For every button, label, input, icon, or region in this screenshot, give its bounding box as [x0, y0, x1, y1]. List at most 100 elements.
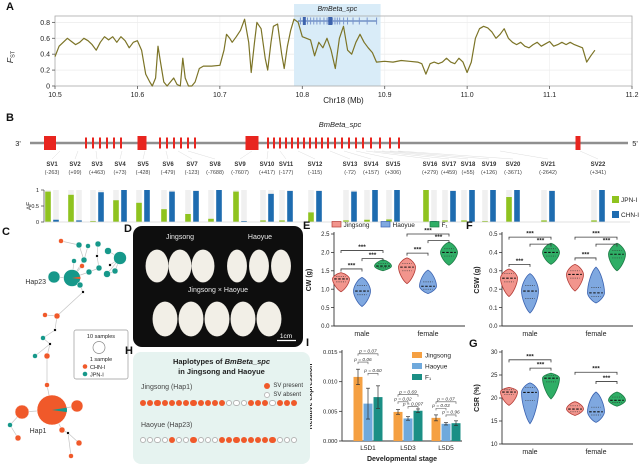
af-bar-jpn-SV7: [185, 214, 191, 222]
sv-present-dot: [262, 399, 269, 406]
af-bar-jpn-SV8: [208, 218, 214, 222]
sv-present-dot: [283, 399, 290, 406]
svg-text:0.0: 0.0: [489, 324, 498, 330]
sv-absent-dot: [161, 436, 168, 443]
sv-absent-label: SV absent: [273, 391, 301, 398]
sv-size: (-123): [185, 170, 200, 176]
sv-absent-dot: [147, 436, 154, 443]
p-value-label: p = 0.007: [402, 401, 423, 407]
network-node-34: [75, 439, 83, 447]
bar-Jingsong-L5D3: [393, 411, 403, 441]
bar-Haoyue-L5D5: [441, 423, 451, 441]
af-bar-chn-SV22: [599, 190, 605, 222]
af-bar-jpn-SV13: [343, 220, 349, 222]
af-bar-chn-SV3: [98, 192, 104, 222]
significance-stars: ***: [526, 353, 534, 360]
svg-text:30: 30: [491, 350, 498, 356]
panel-label-h: H: [125, 345, 133, 357]
panel-h-title-line1: Haplotypes of BmBeta_spc: [133, 357, 310, 366]
bar-F₁-L5D5: [451, 423, 461, 441]
sv-size: (+306): [385, 170, 401, 176]
network-node-9: [79, 263, 85, 269]
af-bar-jpn-SV1: [45, 191, 51, 222]
chn-dot-icon: [82, 364, 88, 369]
violin-male-0: [500, 268, 518, 298]
sv-present-dot: [183, 399, 190, 406]
y-axis-label: CSW (g): [474, 266, 481, 293]
sv-present-dot: [247, 436, 254, 443]
cocoon: [152, 301, 178, 337]
network-node-35: [68, 453, 74, 459]
af-bar-jpn-SV14: [364, 219, 370, 222]
violin-female-2: [608, 391, 626, 407]
sv-size: (+157): [363, 170, 379, 176]
network-node-26: [44, 382, 50, 388]
violin-male-1: [353, 276, 371, 307]
sv-size: (+463): [89, 170, 105, 176]
af-bar-jpn-SV5: [136, 202, 142, 222]
significance-stars: ***: [358, 244, 366, 251]
significance-stars: ***: [582, 251, 590, 258]
violin-male-0: [500, 387, 518, 406]
network-node-15: [111, 267, 119, 275]
sv-absent-dot: [204, 436, 211, 443]
network-node-17: [76, 281, 84, 289]
af-bar-chn-SV4: [121, 190, 127, 222]
sv-absent-dot: [290, 436, 298, 443]
svg-text:2.0: 2.0: [321, 251, 330, 257]
p-value-label: p = 0.03: [431, 403, 450, 409]
hap1-row-label: Jingsong (Hap1): [141, 384, 193, 391]
svg-text:0.1: 0.1: [489, 306, 498, 312]
violin-female-2: [608, 242, 626, 272]
af-bar-jpn-SV12: [308, 212, 314, 222]
significance-stars: ***: [516, 258, 524, 265]
af-bar-jpn-SV4: [113, 200, 119, 222]
svg-text:0.0: 0.0: [321, 324, 330, 330]
significance-stars: ***: [592, 366, 600, 373]
significance-stars: ***: [592, 231, 600, 238]
af-bar-chn-SV18: [469, 190, 475, 222]
af-bar-jpn-SV22: [591, 220, 597, 222]
sv-present-dot: [211, 399, 219, 406]
af-bar-chn-SV9: [241, 221, 247, 222]
cocoon: [270, 249, 292, 283]
sv-present-dot: [240, 436, 247, 443]
sv-present-dot: [247, 399, 254, 406]
bar-Jingsong-L5D1: [353, 376, 363, 441]
af-bar-jpn-SV15: [386, 219, 392, 222]
sv-absent-dot: [175, 436, 183, 443]
gene-label-b: BmBeta_spc: [319, 120, 362, 129]
af-bar-chn-SV8: [216, 190, 222, 222]
significance-stars: ***: [603, 238, 611, 245]
sv-absent-dot: [183, 436, 190, 443]
svg-text:10.9: 10.9: [378, 92, 392, 99]
violin-female-1: [587, 266, 605, 304]
sv-size: (+99): [69, 170, 82, 176]
sv-absent-dot: [154, 436, 161, 443]
panel-h-haplotype-box: Haplotypes of BmBeta_spc in Jingsong and…: [133, 352, 310, 464]
bar-Haoyue-L5D3: [403, 418, 413, 441]
af-bar-jpn-SV20: [506, 197, 512, 222]
svg-text:10.5: 10.5: [48, 92, 62, 99]
network-node-8: [71, 258, 77, 264]
sv-size: (-7607): [231, 170, 249, 176]
svg-text:10.7: 10.7: [213, 92, 227, 99]
violin-legend-label-2: F₁: [442, 222, 449, 229]
sv-name: SV2: [69, 162, 81, 168]
svg-text:2.5: 2.5: [321, 232, 330, 238]
sv-size: (-177): [279, 170, 294, 176]
af-axis-label: AF: [26, 202, 33, 210]
hap1-node-label: Hap1: [30, 428, 47, 435]
svg-text:11.0: 11.0: [461, 92, 474, 99]
af-bar-jpn-SV16: [423, 190, 429, 222]
panel-d-cocoon-photo: Jingsong Haoyue Jingsong × Haoyue 1cm: [133, 226, 303, 347]
haoyue-photo-label: Haoyue: [248, 234, 272, 241]
p-value-label: p = 0.06: [353, 357, 372, 363]
af-bar-jpn-SV19: [482, 221, 488, 222]
sv-present-dot: [276, 399, 283, 406]
network-node-28: [14, 404, 30, 420]
sv-name: SV9: [234, 162, 246, 168]
panel-label-a: A: [6, 1, 14, 13]
violin-male-2: [374, 259, 392, 272]
af-bar-jpn-SV3: [90, 221, 96, 222]
